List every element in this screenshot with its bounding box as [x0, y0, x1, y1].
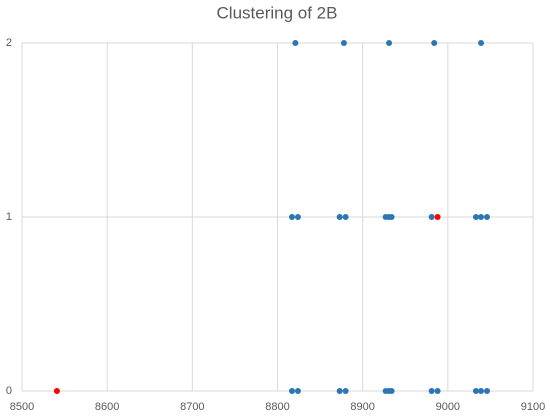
x-tick-label: 8700: [180, 401, 204, 413]
point: [428, 214, 435, 220]
point: [342, 388, 349, 394]
point: [484, 388, 491, 394]
point: [434, 214, 441, 220]
x-tick-label: 9000: [436, 401, 460, 413]
point: [294, 388, 301, 394]
point: [53, 388, 60, 394]
point: [336, 214, 343, 220]
point: [288, 388, 295, 394]
point: [428, 388, 435, 394]
point: [484, 214, 491, 220]
point: [478, 214, 485, 220]
x-tick-label: 8500: [10, 401, 34, 413]
x-tick-label: 8800: [265, 401, 289, 413]
x-tick-label: 9100: [521, 401, 545, 413]
point: [388, 214, 395, 220]
point: [472, 388, 479, 394]
point: [478, 40, 485, 46]
point: [340, 40, 347, 46]
point: [294, 214, 301, 220]
point: [388, 388, 395, 394]
point: [336, 388, 343, 394]
x-tick-label: 8900: [350, 401, 374, 413]
point: [472, 214, 479, 220]
y-tick-label: 2: [6, 37, 12, 49]
y-tick-label: 0: [6, 385, 12, 397]
x-tick-label: 8600: [95, 401, 119, 413]
y-tick-label: 1: [6, 211, 12, 223]
point: [431, 40, 438, 46]
point: [386, 40, 393, 46]
point: [478, 388, 485, 394]
point: [434, 388, 441, 394]
point: [288, 214, 295, 220]
point: [342, 214, 349, 220]
chart-title: Clustering of 2B: [217, 3, 338, 22]
point: [292, 40, 299, 46]
